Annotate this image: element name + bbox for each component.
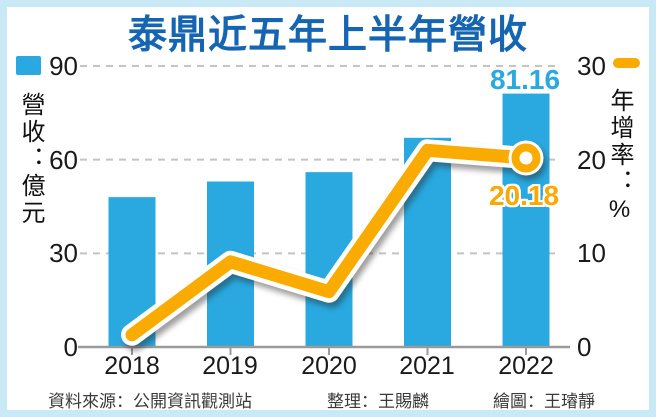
footer-compiled-by: 整理：王賜麟 [327, 392, 429, 411]
growth-legend-swatch-icon [613, 58, 640, 68]
left-axis-tick-0: 0 [63, 332, 78, 362]
footer-drawn-by: 繪圖：王璿靜 [493, 392, 595, 411]
revenue-legend-swatch-icon [16, 56, 41, 75]
x-label-2019: 2019 [202, 352, 258, 380]
left-axis-tick-60: 60 [49, 145, 78, 175]
left-axis-tick-90: 90 [49, 51, 78, 81]
right-axis-tick-10: 10 [577, 238, 606, 268]
revenue-bar-2022 [502, 93, 550, 348]
growth-line [125, 143, 533, 342]
revenue-2022-value-label: 81.16 [489, 64, 561, 95]
growth-2022-value-label: 20.18 [488, 180, 560, 211]
right-axis-tick-0: 0 [577, 332, 592, 362]
footer-source: 資料來源：公開資訊觀測站 [48, 392, 252, 411]
right-axis-tick-30: 30 [577, 51, 606, 81]
right-axis-title: 年增率：% [606, 88, 633, 226]
right-axis-tick-20: 20 [577, 145, 606, 175]
x-label-2018: 2018 [104, 352, 160, 380]
x-label-2021: 2021 [399, 352, 455, 380]
x-label-2020: 2020 [301, 352, 357, 380]
end-marker-icon [511, 143, 541, 173]
growth-line-group [121, 139, 544, 346]
x-label-2022: 2022 [498, 352, 554, 380]
left-axis-tick-30: 30 [49, 238, 78, 268]
left-axis-title: 營收：億元 [17, 92, 44, 227]
page-title: 泰鼎近五年上半年營收 [127, 14, 528, 57]
